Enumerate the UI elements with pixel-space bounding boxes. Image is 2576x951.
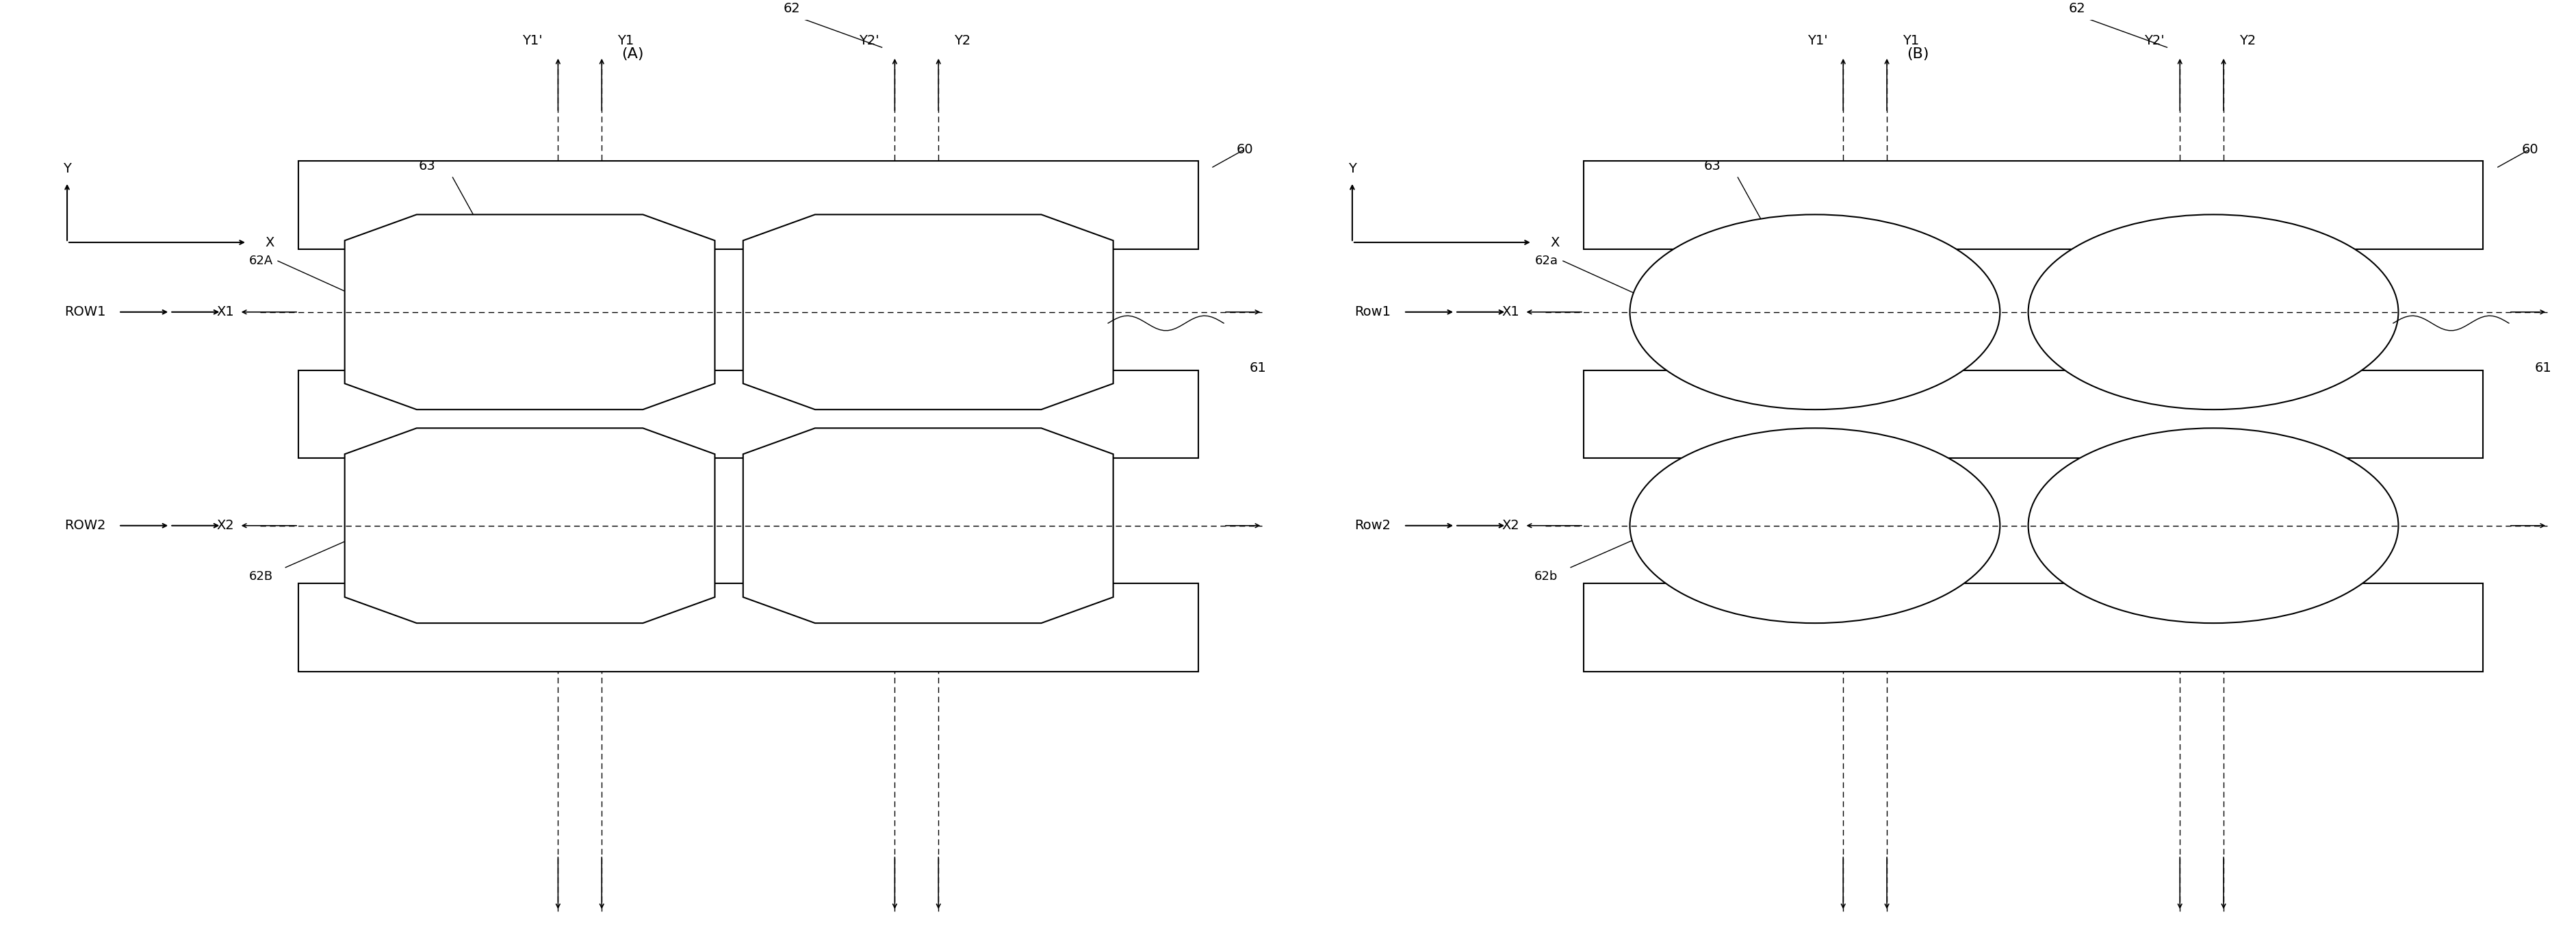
Text: 61: 61: [2535, 361, 2553, 375]
Text: Y1': Y1': [523, 34, 544, 48]
Polygon shape: [345, 215, 714, 410]
Bar: [299, 161, 1198, 249]
Polygon shape: [1631, 215, 1816, 410]
Polygon shape: [742, 215, 927, 410]
Polygon shape: [742, 428, 1113, 623]
Text: X2: X2: [1502, 519, 1520, 533]
Text: 62A: 62A: [250, 255, 273, 267]
Polygon shape: [1816, 428, 1999, 623]
Polygon shape: [345, 215, 531, 410]
Text: X: X: [1551, 236, 1558, 249]
Text: Y2: Y2: [2239, 34, 2257, 48]
Text: Y2': Y2': [2143, 34, 2164, 48]
Text: Row1: Row1: [1355, 305, 1391, 319]
Ellipse shape: [1631, 428, 1999, 623]
Bar: [1584, 161, 2483, 249]
Polygon shape: [345, 428, 714, 623]
Text: X2: X2: [216, 519, 234, 533]
Text: Y1: Y1: [618, 34, 634, 48]
Text: 63: 63: [1703, 160, 1721, 173]
Polygon shape: [531, 428, 714, 623]
Ellipse shape: [1631, 215, 1999, 410]
Text: (B): (B): [1906, 48, 1929, 61]
Text: 60: 60: [1236, 143, 1255, 156]
Polygon shape: [531, 215, 714, 410]
Polygon shape: [927, 428, 1113, 623]
Bar: [299, 584, 1198, 671]
Text: 62: 62: [783, 2, 801, 15]
Text: X: X: [265, 236, 273, 249]
Text: X1: X1: [1502, 305, 1520, 319]
Text: ROW2: ROW2: [64, 519, 106, 533]
Text: Y: Y: [62, 163, 72, 176]
Bar: [299, 370, 1198, 458]
Text: 60: 60: [2522, 143, 2537, 156]
Polygon shape: [927, 215, 1113, 410]
Text: Y: Y: [1347, 163, 1358, 176]
Text: Y1': Y1': [1808, 34, 1829, 48]
Ellipse shape: [2027, 215, 2398, 410]
Text: 63: 63: [417, 160, 435, 173]
Text: ROW1: ROW1: [64, 305, 106, 319]
Text: 61: 61: [1249, 361, 1267, 375]
Text: 62B: 62B: [250, 571, 273, 583]
Text: 62b: 62b: [1535, 571, 1558, 583]
Text: Y1: Y1: [1901, 34, 1919, 48]
Text: Row2: Row2: [1355, 519, 1391, 533]
Text: 62a: 62a: [1535, 255, 1558, 267]
Polygon shape: [742, 215, 1113, 410]
Text: Y2': Y2': [858, 34, 878, 48]
Bar: [1584, 370, 2483, 458]
Polygon shape: [1816, 215, 1999, 410]
Polygon shape: [2213, 215, 2398, 410]
Text: (A): (A): [621, 48, 644, 61]
Ellipse shape: [2027, 428, 2398, 623]
Text: Y2: Y2: [953, 34, 971, 48]
Bar: [1584, 584, 2483, 671]
Text: 62: 62: [2069, 2, 2087, 15]
Polygon shape: [2213, 428, 2398, 623]
Polygon shape: [2027, 215, 2213, 410]
Text: X1: X1: [216, 305, 234, 319]
